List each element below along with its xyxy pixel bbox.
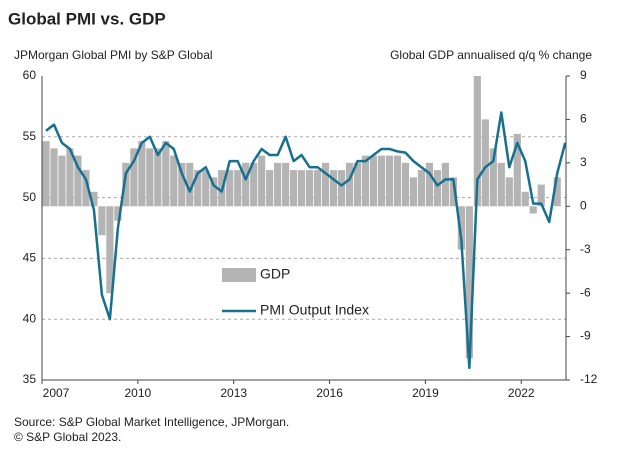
gdp-bar: [170, 155, 178, 207]
gdp-bar: [258, 155, 266, 207]
y2-tick-label: 3: [580, 155, 587, 169]
gdp-bar: [449, 177, 457, 207]
legend-swatch: [222, 268, 256, 282]
gdp-bar: [425, 162, 434, 207]
gdp-bar: [58, 155, 66, 207]
gdp-bar: [497, 162, 505, 207]
y-tick-label: 60: [23, 68, 37, 82]
x-tick-label: 2019: [412, 386, 439, 400]
gdp-bar: [417, 170, 426, 207]
legend-label: PMI Output Index: [260, 302, 369, 318]
pmi-line: [45, 111, 567, 370]
gdp-bar: [74, 155, 82, 207]
gdp-bar: [290, 170, 298, 207]
x-tick-label: 2016: [316, 386, 343, 400]
gdp-bar: [250, 162, 258, 207]
y2-tick-label: -6: [580, 285, 591, 299]
gdp-bar: [66, 148, 74, 207]
y-tick-label: 50: [23, 190, 37, 204]
y2-tick-label: -12: [580, 372, 598, 386]
gdp-bar: [162, 141, 170, 207]
gdp-bar: [154, 148, 162, 207]
gdp-bar: [130, 148, 138, 207]
gdp-bar: [114, 206, 122, 221]
gdp-bar: [369, 155, 378, 207]
gdp-bar: [385, 155, 394, 207]
gdp-bar: [537, 184, 545, 207]
gdp-bar: [505, 177, 513, 207]
y2-tick-label: 0: [580, 198, 587, 212]
y2-tick-label: 6: [580, 112, 587, 126]
gdp-bar: [138, 141, 146, 207]
gdp-bar: [50, 148, 58, 207]
gdp-bar: [361, 155, 370, 207]
gdp-bar: [553, 177, 561, 207]
y-tick-label: 45: [23, 251, 37, 265]
gdp-bar: [337, 170, 346, 207]
gdp-bar: [353, 162, 362, 207]
gdp-bar: [186, 162, 194, 207]
y-axis-label: JPMorgan Global PMI by S&P Global: [14, 48, 213, 62]
gdp-bar: [242, 162, 250, 207]
gdp-bar: [377, 155, 386, 207]
x-tick-label: 2013: [220, 386, 247, 400]
gdp-bar: [481, 119, 489, 207]
gdp-bar: [433, 170, 441, 207]
gdp-bar: [529, 206, 537, 214]
y-tick-label: 40: [23, 311, 37, 325]
gdp-bar: [122, 162, 130, 207]
gdp-bar: [266, 170, 274, 207]
gdp-bar: [513, 133, 521, 207]
gdp-bar: [321, 162, 330, 207]
gdp-bar: [521, 191, 529, 207]
y2-axis-label: Global GDP annualised q/q % change: [390, 48, 592, 62]
gdp-bar: [473, 76, 481, 207]
gdp-bar: [194, 170, 202, 207]
gdp-bar: [234, 170, 242, 207]
gdp-bar: [401, 162, 410, 207]
gdp-bar: [489, 148, 497, 207]
gdp-bar: [178, 162, 186, 207]
gdp-bar: [146, 148, 154, 207]
gdp-bar: [82, 170, 90, 207]
gdp-bar: [313, 170, 322, 207]
y-tick-label: 35: [23, 372, 37, 386]
gdp-bar: [226, 170, 234, 207]
y2-tick-label: -3: [580, 242, 591, 256]
gdp-bar: [274, 162, 282, 207]
gdp-bar: [202, 170, 210, 207]
gdp-bar: [329, 170, 338, 207]
copyright: © S&P Global 2023.: [14, 430, 121, 444]
y-tick-label: 55: [23, 129, 37, 143]
gdp-bar: [210, 177, 218, 207]
gdp-bar: [465, 206, 473, 359]
gdp-bar: [90, 191, 98, 207]
chart-title: Global PMI vs. GDP: [8, 9, 166, 28]
gdp-bar: [409, 177, 418, 207]
legend-label: GDP: [260, 266, 290, 282]
gdp-bar: [457, 206, 465, 250]
y2-tick-label: -9: [580, 329, 591, 343]
gdp-bar: [98, 206, 106, 236]
x-tick-label: 2007: [43, 386, 70, 400]
x-tick-label: 2022: [508, 386, 535, 400]
gdp-bar: [441, 162, 449, 207]
x-tick-label: 2010: [125, 386, 152, 400]
gdp-bar: [298, 170, 306, 207]
source: Source: S&P Global Market Intelligence, …: [14, 415, 289, 429]
gdp-bar: [106, 206, 114, 294]
gdp-bar: [282, 162, 290, 207]
y2-tick-label: 9: [580, 68, 587, 82]
gdp-bar: [305, 170, 314, 207]
gdp-bar: [393, 155, 402, 207]
gdp-bar: [42, 141, 50, 207]
gdp-bar: [345, 162, 354, 207]
